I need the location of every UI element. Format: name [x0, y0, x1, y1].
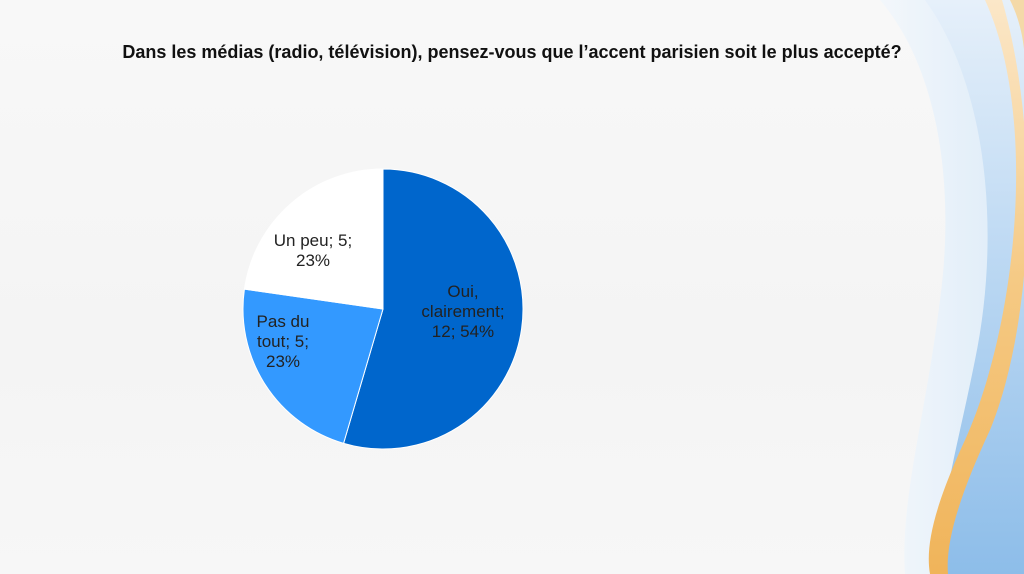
pie-labels: Oui, clairement; 12; 54%Pas du tout; 5; 23%U…	[257, 231, 505, 371]
pie-slice-label-line: Pas du	[257, 312, 310, 331]
pie-slice-3	[243, 168, 384, 310]
pie-slices	[242, 168, 524, 450]
pie-slice-label-line: 23%	[266, 352, 300, 371]
pie-slice-label-2: Pas du tout; 5; 23%	[257, 312, 310, 371]
pie-slice-label-1: Oui, clairement; 12; 54%	[421, 282, 504, 341]
pie-slice-label-line: Un peu; 5;	[274, 231, 352, 250]
pie-slice-label-line: tout; 5;	[257, 332, 309, 351]
chart-title: Dans les médias (radio, télévision), pen…	[122, 42, 902, 62]
pie-slice-1	[342, 168, 524, 450]
pie-slice-label-line: 12; 54%	[432, 322, 494, 341]
pie-slice-label-line: Oui,	[447, 282, 478, 301]
pie-slice-2	[242, 288, 384, 444]
pie-slice-label-line: clairement;	[421, 302, 504, 321]
pie-slice-label-line: 23%	[296, 251, 330, 270]
pie-slice-label-3: Un peu; 5; 23%	[274, 231, 352, 270]
